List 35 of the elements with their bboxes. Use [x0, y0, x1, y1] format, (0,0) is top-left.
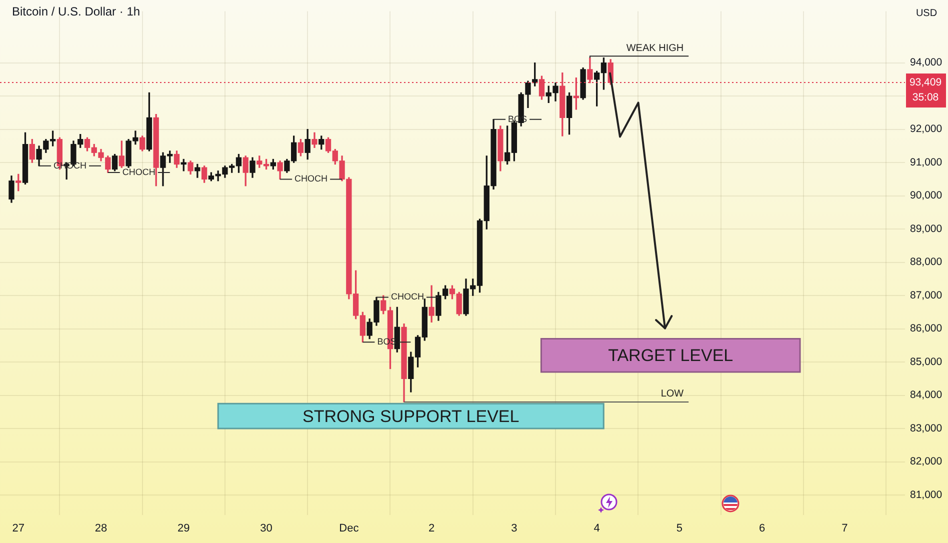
x-tick-label: 2 — [428, 522, 435, 535]
y-tick-label: 81,000 — [910, 488, 942, 501]
x-tick-label: 6 — [759, 522, 766, 535]
y-tick-label: 94,000 — [910, 56, 942, 69]
y-tick-label: 82,000 — [910, 456, 942, 468]
y-tick-label: 91,000 — [910, 156, 942, 168]
x-tick-label: 28 — [94, 522, 108, 535]
annotation: CHOCH — [122, 167, 156, 178]
x-tick-label: Dec — [339, 522, 360, 535]
ref-line-label: 93,409 — [909, 76, 942, 88]
y-tick-label: 90,000 — [910, 190, 942, 202]
x-tick-label: 29 — [178, 522, 190, 535]
x-tick-label: 7 — [842, 522, 848, 535]
x-tick-label: 27 — [12, 522, 24, 535]
ref-line-label: WEAK HIGH — [626, 42, 684, 54]
x-tick-label: 30 — [260, 522, 272, 535]
y-tick-label: 83,000 — [910, 422, 942, 434]
y-tick-label: 87,000 — [910, 289, 942, 302]
x-tick-label: 3 — [511, 522, 518, 535]
y-tick-label: 92,000 — [910, 123, 942, 136]
band-label: STRONG SUPPORT LEVEL — [302, 406, 520, 426]
x-tick-label: 4 — [594, 522, 600, 535]
y-axis-title: USD — [916, 8, 938, 19]
x-tick-label: 5 — [676, 522, 683, 535]
chart-title: Bitcoin / U.S. Dollar · 1h — [12, 4, 140, 18]
text: 35:08 — [912, 91, 939, 104]
ref-line-label: LOW — [660, 388, 684, 400]
band-label: TARGET LEVEL — [608, 346, 734, 366]
y-tick-label: 86,000 — [910, 322, 942, 335]
y-tick-label: 84,000 — [910, 389, 942, 402]
annotation: CHOCH — [294, 174, 328, 184]
y-tick-label: 88,000 — [910, 256, 942, 268]
y-tick-label: 89,000 — [910, 222, 942, 235]
annotation: CHOCH — [390, 292, 424, 302]
y-tick-label: 85,000 — [910, 356, 942, 368]
